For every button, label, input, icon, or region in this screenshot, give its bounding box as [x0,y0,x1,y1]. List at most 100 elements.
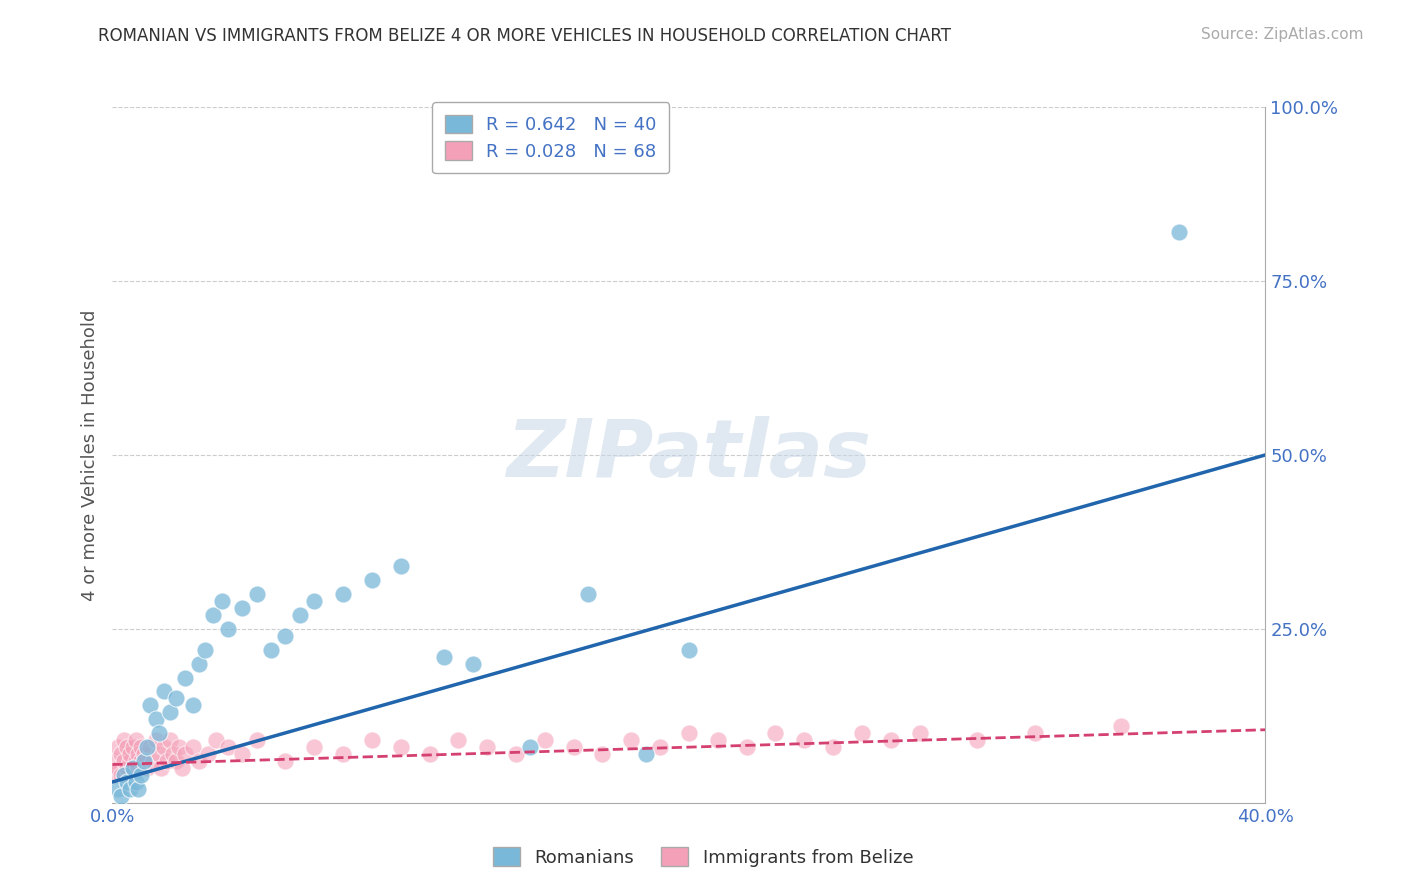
Point [110,789,132,803]
Point [419,747,441,761]
Point [650,740,672,755]
Point [188,754,211,768]
Point [880,733,903,747]
Point [139,740,162,755]
Point [121,761,143,775]
Point [170,761,193,775]
Point [162,747,184,761]
Point [360,573,382,587]
Point [1024,726,1046,740]
Point [115,775,138,789]
Point [793,733,815,747]
Point [576,587,599,601]
Point [150,761,173,775]
Point [129,754,153,768]
Point [112,733,135,747]
Point [124,754,146,768]
Point [205,733,228,747]
Point [1167,225,1189,239]
Point [129,740,153,755]
Point [148,747,170,761]
Point [145,712,167,726]
Point [136,761,159,775]
Point [156,754,179,768]
Point [121,740,143,755]
Point [765,726,787,740]
Point [118,747,141,761]
Legend: R = 0.642   N = 40, R = 0.028   N = 68: R = 0.642 N = 40, R = 0.028 N = 68 [432,103,669,173]
Point [433,649,456,664]
Point [104,754,127,768]
Point [173,747,195,761]
Point [475,740,499,755]
Point [447,733,470,747]
Point [389,559,412,574]
Legend: Romanians, Immigrants from Belize: Romanians, Immigrants from Belize [485,840,921,874]
Point [165,754,187,768]
Point [110,747,132,761]
Y-axis label: 4 or more Vehicles in Household: 4 or more Vehicles in Household [80,310,98,600]
Point [107,761,129,775]
Point [389,740,412,755]
Point [145,733,167,747]
Point [194,642,217,657]
Point [153,740,176,755]
Point [620,733,643,747]
Point [124,775,146,789]
Point [246,733,269,747]
Point [332,587,354,601]
Text: ROMANIAN VS IMMIGRANTS FROM BELIZE 4 OR MORE VEHICLES IN HOUSEHOLD CORRELATION C: ROMANIAN VS IMMIGRANTS FROM BELIZE 4 OR … [98,27,952,45]
Point [121,761,143,775]
Point [188,657,211,671]
Point [966,733,988,747]
Point [153,684,176,698]
Point [115,740,138,755]
Point [304,594,326,608]
Point [159,733,181,747]
Point [461,657,484,671]
Point [118,754,141,768]
Point [908,726,931,740]
Point [112,768,135,782]
Point [1111,719,1133,733]
Point [260,642,283,657]
Text: Source: ZipAtlas.com: Source: ZipAtlas.com [1201,27,1364,42]
Point [107,740,129,755]
Point [136,740,159,755]
Point [115,761,138,775]
Point [678,726,700,740]
Point [231,747,253,761]
Point [118,781,141,796]
Point [851,726,873,740]
Point [202,607,225,622]
Point [821,740,844,755]
Point [211,594,233,608]
Point [562,740,585,755]
Point [735,740,758,755]
Point [127,761,149,775]
Point [360,733,382,747]
Point [288,607,311,622]
Point [142,754,165,768]
Point [246,587,269,601]
Point [127,781,149,796]
Point [148,726,170,740]
Point [181,740,204,755]
Point [707,733,730,747]
Point [112,754,135,768]
Point [332,747,354,761]
Point [139,698,162,713]
Point [304,740,326,755]
Point [678,642,700,657]
Point [274,629,297,643]
Point [217,622,239,636]
Point [274,754,297,768]
Point [107,781,129,796]
Point [110,768,132,782]
Text: ZIPatlas: ZIPatlas [506,416,872,494]
Point [159,706,181,720]
Point [217,740,239,755]
Point [134,747,156,761]
Point [134,754,156,768]
Point [634,747,657,761]
